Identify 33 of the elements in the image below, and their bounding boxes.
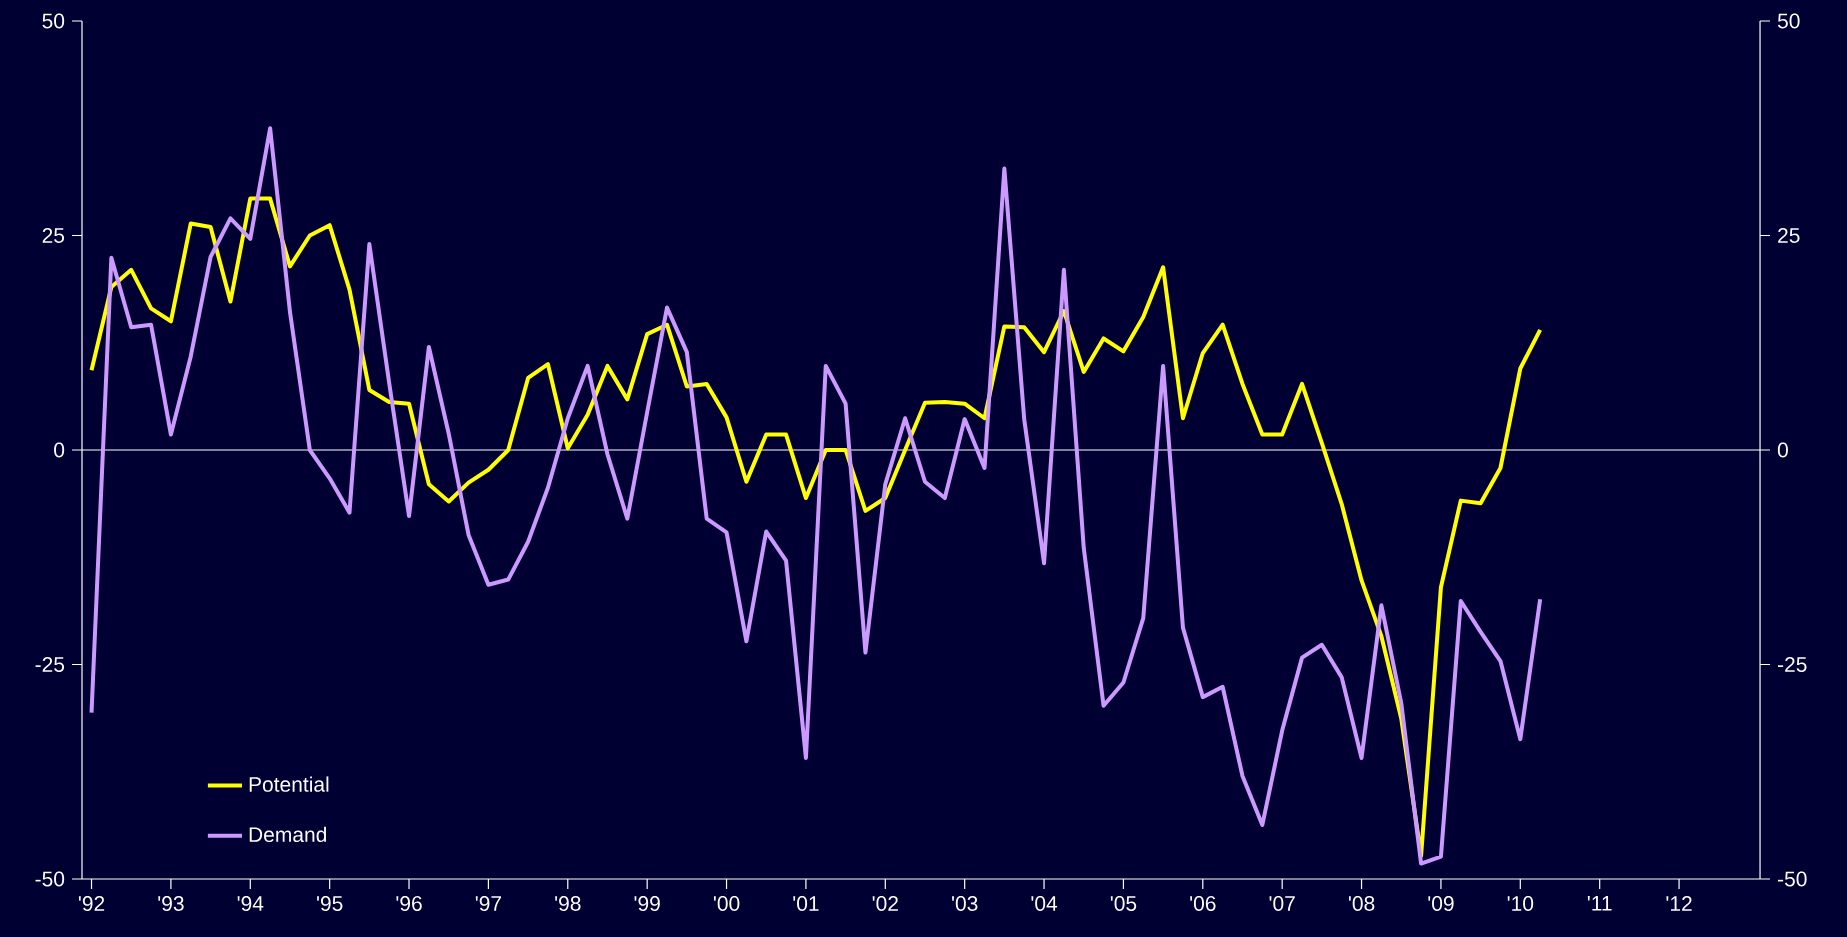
y-tick-label: -25	[35, 657, 65, 672]
y2-tick-label: -50	[1778, 871, 1807, 887]
y-tick-label: 50	[42, 13, 65, 29]
y2-tick-label: -25	[1778, 657, 1807, 672]
x-tick-label: '99	[634, 896, 660, 911]
x-tick-label: '07	[1269, 896, 1295, 911]
x-tick-label: '09	[1428, 896, 1454, 911]
y2-tick-label: 25	[1778, 228, 1800, 243]
x-tick-label: '06	[1190, 896, 1216, 911]
x-tick-label: '03	[952, 896, 978, 911]
x-tick-label: '01	[793, 896, 819, 911]
x-tick-label: '11	[1587, 896, 1612, 911]
x-tick-label: '08	[1348, 896, 1375, 911]
x-tick-label: '02	[872, 896, 898, 911]
x-tick-label: '98	[555, 896, 581, 911]
x-tick-label: '97	[475, 896, 502, 911]
x-tick-label: '12	[1666, 896, 1692, 911]
y-tick-label: 25	[42, 228, 65, 243]
legend-label: Demand	[249, 826, 327, 843]
y2-tick-label: 50	[1777, 13, 1800, 29]
y-tick-label: 0	[54, 442, 65, 458]
x-tick-label: '04	[1031, 896, 1058, 911]
y-tick-label: -50	[35, 871, 65, 887]
x-tick-label: '10	[1507, 896, 1534, 911]
x-tick-label: '93	[158, 896, 184, 911]
x-tick-label: '00	[713, 896, 740, 911]
x-tick-label: '05	[1110, 896, 1137, 911]
y2-tick-label: 0	[1777, 442, 1788, 458]
legend-label: Potential	[249, 776, 329, 792]
x-tick-label: '96	[396, 896, 422, 911]
x-tick-label: '92	[78, 896, 105, 911]
x-tick-label: '95	[317, 896, 343, 911]
x-tick-label: '94	[237, 896, 264, 911]
